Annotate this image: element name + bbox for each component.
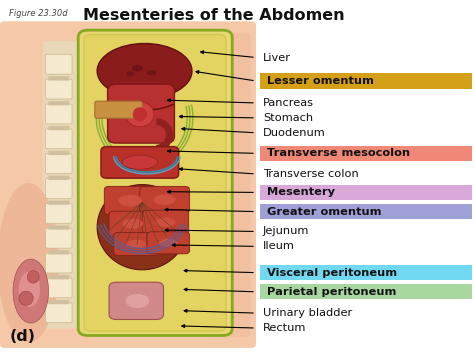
Ellipse shape	[131, 65, 143, 71]
FancyBboxPatch shape	[114, 233, 159, 256]
Text: Stomach: Stomach	[263, 113, 313, 123]
Text: Rectum: Rectum	[263, 323, 307, 333]
Ellipse shape	[127, 240, 146, 248]
FancyBboxPatch shape	[46, 228, 72, 248]
FancyBboxPatch shape	[46, 104, 72, 124]
FancyBboxPatch shape	[48, 76, 69, 81]
Text: Duodenum: Duodenum	[263, 128, 326, 138]
Ellipse shape	[19, 291, 33, 305]
Ellipse shape	[133, 107, 147, 121]
Ellipse shape	[118, 195, 142, 206]
Text: Urinary bladder: Urinary bladder	[263, 308, 352, 318]
FancyBboxPatch shape	[48, 176, 69, 180]
Ellipse shape	[97, 185, 187, 270]
Bar	[260, 146, 472, 161]
Text: Transverse colon: Transverse colon	[263, 169, 359, 179]
Bar	[260, 265, 472, 280]
FancyBboxPatch shape	[104, 186, 156, 215]
Text: Jejunum: Jejunum	[263, 226, 310, 236]
FancyBboxPatch shape	[46, 129, 72, 149]
FancyBboxPatch shape	[48, 101, 69, 105]
Text: Pancreas: Pancreas	[263, 98, 314, 108]
FancyBboxPatch shape	[46, 303, 72, 323]
FancyBboxPatch shape	[46, 54, 72, 74]
FancyBboxPatch shape	[205, 33, 250, 337]
Ellipse shape	[126, 294, 149, 308]
FancyBboxPatch shape	[46, 154, 72, 174]
Bar	[260, 73, 472, 88]
Ellipse shape	[155, 218, 175, 227]
Ellipse shape	[126, 102, 154, 127]
FancyBboxPatch shape	[109, 282, 164, 320]
Text: Parietal peritoneum: Parietal peritoneum	[267, 287, 396, 297]
Ellipse shape	[122, 219, 143, 229]
Ellipse shape	[122, 155, 157, 169]
FancyBboxPatch shape	[46, 253, 72, 273]
FancyBboxPatch shape	[48, 201, 69, 205]
FancyBboxPatch shape	[109, 211, 156, 236]
Ellipse shape	[154, 194, 176, 205]
Bar	[260, 284, 472, 300]
FancyBboxPatch shape	[78, 30, 232, 335]
Ellipse shape	[0, 183, 59, 343]
FancyBboxPatch shape	[108, 84, 174, 143]
FancyBboxPatch shape	[48, 126, 69, 130]
Ellipse shape	[126, 71, 135, 76]
FancyBboxPatch shape	[46, 278, 72, 298]
Text: Mesenteries of the Abdomen: Mesenteries of the Abdomen	[83, 8, 345, 23]
Text: Ileum: Ileum	[263, 241, 295, 251]
Ellipse shape	[13, 259, 48, 323]
FancyBboxPatch shape	[147, 232, 190, 254]
FancyBboxPatch shape	[142, 210, 189, 234]
FancyBboxPatch shape	[140, 186, 190, 213]
FancyBboxPatch shape	[48, 275, 69, 279]
Ellipse shape	[27, 271, 39, 283]
Ellipse shape	[159, 239, 177, 247]
FancyBboxPatch shape	[46, 179, 72, 198]
Text: Liver: Liver	[263, 53, 291, 62]
FancyBboxPatch shape	[46, 79, 72, 99]
Text: Transverse mesocolon: Transverse mesocolon	[267, 148, 410, 158]
Ellipse shape	[18, 272, 40, 307]
FancyBboxPatch shape	[43, 41, 78, 328]
Text: Figure 23.30d: Figure 23.30d	[9, 9, 68, 18]
FancyBboxPatch shape	[48, 151, 69, 155]
Bar	[260, 185, 472, 200]
Text: Greater omentum: Greater omentum	[267, 207, 382, 217]
Text: Visceral peritoneum: Visceral peritoneum	[267, 268, 397, 278]
Text: Lesser omentum: Lesser omentum	[267, 76, 374, 86]
FancyBboxPatch shape	[95, 101, 142, 118]
FancyBboxPatch shape	[101, 147, 179, 178]
FancyBboxPatch shape	[48, 300, 69, 304]
Text: Mesentery: Mesentery	[267, 187, 335, 197]
FancyBboxPatch shape	[0, 21, 256, 348]
Text: (d): (d)	[9, 329, 36, 344]
FancyBboxPatch shape	[48, 250, 69, 255]
FancyBboxPatch shape	[46, 203, 72, 223]
FancyBboxPatch shape	[48, 225, 69, 230]
Ellipse shape	[97, 43, 192, 98]
Ellipse shape	[147, 70, 156, 75]
FancyBboxPatch shape	[84, 34, 226, 331]
Bar	[260, 204, 472, 219]
